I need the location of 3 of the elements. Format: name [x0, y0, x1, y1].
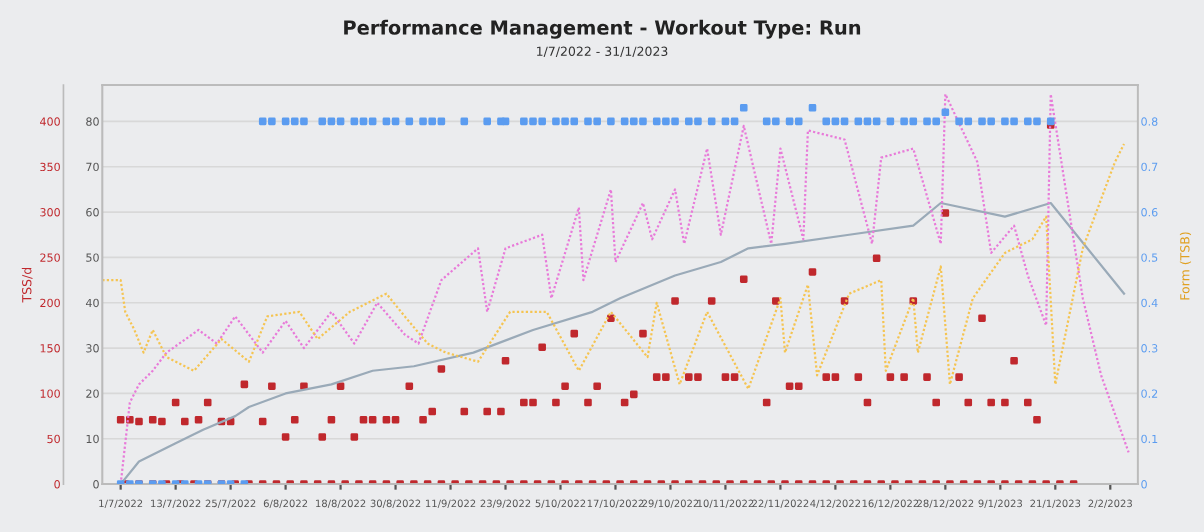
chart-title: Performance Management - Workout Type: Run: [344, 19, 861, 39]
line-series: [102, 142, 1126, 391]
line-series: [119, 201, 1126, 485]
